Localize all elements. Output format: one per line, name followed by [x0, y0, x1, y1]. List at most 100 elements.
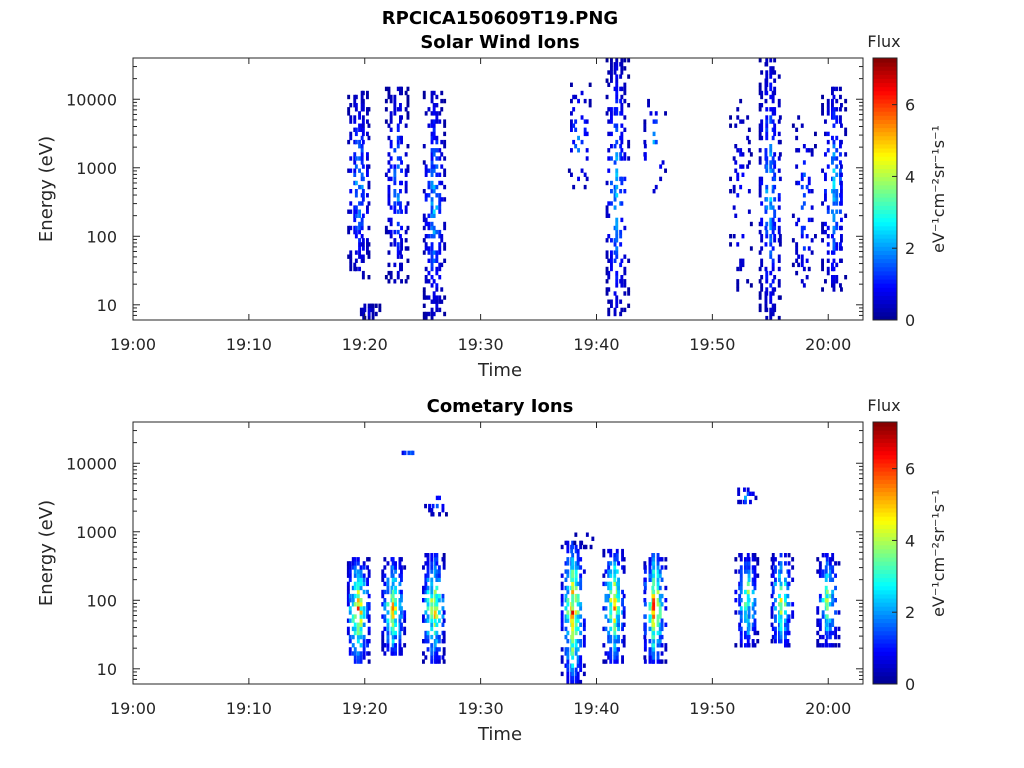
heatmap-cell	[738, 581, 742, 587]
heatmap-cell	[394, 598, 397, 603]
heatmap-cell	[400, 225, 403, 231]
heatmap-cell	[828, 622, 832, 627]
heatmap-cell	[430, 593, 434, 599]
heatmap-cell	[832, 193, 836, 198]
heatmap-cell	[831, 107, 834, 112]
heatmap-cell	[574, 565, 578, 570]
heatmap-cell	[769, 238, 773, 243]
heatmap-cell	[437, 593, 441, 599]
colorbar-segment	[873, 168, 897, 174]
heatmap-cell	[437, 659, 441, 664]
heatmap-cell	[756, 573, 760, 578]
heatmap-cell	[805, 184, 809, 190]
heatmap-cell	[784, 593, 787, 599]
heatmap-cell	[615, 229, 619, 235]
heatmap-cell	[623, 98, 627, 104]
heatmap-cell	[769, 242, 773, 247]
heatmap-cell	[773, 225, 777, 231]
heatmap-cell	[613, 189, 617, 194]
heatmap-cell	[800, 225, 804, 231]
heatmap-cell	[821, 610, 825, 615]
heatmap-cell	[765, 229, 769, 235]
heatmap-cell	[389, 234, 393, 239]
heatmap-cell	[570, 111, 573, 116]
heatmap-cell	[347, 94, 351, 100]
heatmap-cell	[610, 258, 613, 263]
heatmap-cell	[564, 569, 568, 574]
heatmap-cell	[773, 172, 777, 177]
heatmap-cell	[435, 287, 439, 292]
heatmap-cell	[346, 626, 350, 632]
heatmap-cell	[739, 557, 743, 562]
heatmap-cell	[654, 139, 658, 145]
heatmap-cell	[797, 115, 801, 120]
heatmap-cell	[353, 651, 357, 656]
heatmap-cell	[353, 168, 357, 173]
heatmap-cell	[835, 197, 839, 202]
heatmap-cell	[384, 119, 388, 124]
heatmap-cell	[832, 287, 836, 292]
heatmap-cell	[438, 246, 442, 251]
heatmap-cell	[627, 291, 631, 296]
heatmap-cell	[769, 58, 773, 63]
heatmap-cell	[615, 655, 619, 660]
heatmap-cell	[654, 111, 658, 116]
heatmap-cell	[572, 184, 576, 190]
heatmap-cell	[747, 565, 751, 570]
heatmap-cell	[400, 242, 403, 247]
heatmap-cell	[391, 557, 395, 562]
heatmap-cell	[744, 634, 747, 640]
heatmap-cell	[391, 618, 395, 623]
heatmap-cell	[443, 131, 447, 137]
heatmap-cell	[356, 561, 360, 566]
heatmap-cell	[400, 598, 403, 603]
heatmap-cell	[622, 634, 626, 640]
heatmap-cell	[758, 291, 762, 296]
colorbar-segment	[873, 131, 897, 137]
heatmap-cell	[615, 94, 619, 100]
heatmap-cell	[430, 614, 434, 619]
heatmap-cell	[435, 299, 439, 304]
heatmap-cell	[765, 164, 769, 169]
heatmap-cell	[358, 221, 361, 227]
heatmap-cell	[744, 495, 747, 501]
heatmap-cell	[615, 246, 619, 251]
heatmap-cell	[832, 111, 836, 116]
heatmap-cell	[579, 606, 583, 611]
heatmap-cell	[369, 303, 373, 308]
colorbar-segment	[873, 82, 897, 88]
heatmap-cell	[652, 659, 656, 664]
heatmap-cell	[791, 565, 795, 570]
heatmap-cell	[346, 581, 350, 587]
heatmap-cell	[660, 643, 664, 648]
heatmap-cell	[346, 630, 350, 636]
heatmap-cell	[751, 639, 755, 644]
heatmap-cell	[765, 131, 769, 137]
heatmap-cell	[760, 258, 764, 263]
colorbar-segment	[873, 172, 897, 178]
heatmap-cell	[406, 86, 410, 92]
heatmap-cell	[349, 189, 353, 194]
heatmap-cell	[739, 577, 743, 582]
heatmap-cell	[426, 585, 430, 591]
colorbar-tick-label: 6	[905, 460, 915, 479]
heatmap-cell	[778, 573, 781, 578]
heatmap-cell	[784, 618, 787, 623]
heatmap-cell	[571, 561, 575, 566]
heatmap-cell	[354, 164, 358, 169]
heatmap-cell	[795, 270, 799, 276]
heatmap-cell	[389, 205, 393, 210]
heatmap-cell	[758, 148, 762, 153]
heatmap-cell	[627, 74, 631, 79]
heatmap-cell	[656, 553, 660, 558]
heatmap-cell	[832, 168, 836, 173]
heatmap-cell	[576, 581, 580, 587]
heatmap-cell	[571, 643, 575, 648]
heatmap-cell	[351, 593, 355, 599]
heatmap-cell	[779, 639, 783, 644]
heatmap-cell	[406, 168, 410, 173]
heatmap-cell	[353, 217, 357, 223]
heatmap-cell	[765, 70, 769, 75]
heatmap-cell	[779, 598, 783, 603]
heatmap-cell	[769, 270, 773, 276]
